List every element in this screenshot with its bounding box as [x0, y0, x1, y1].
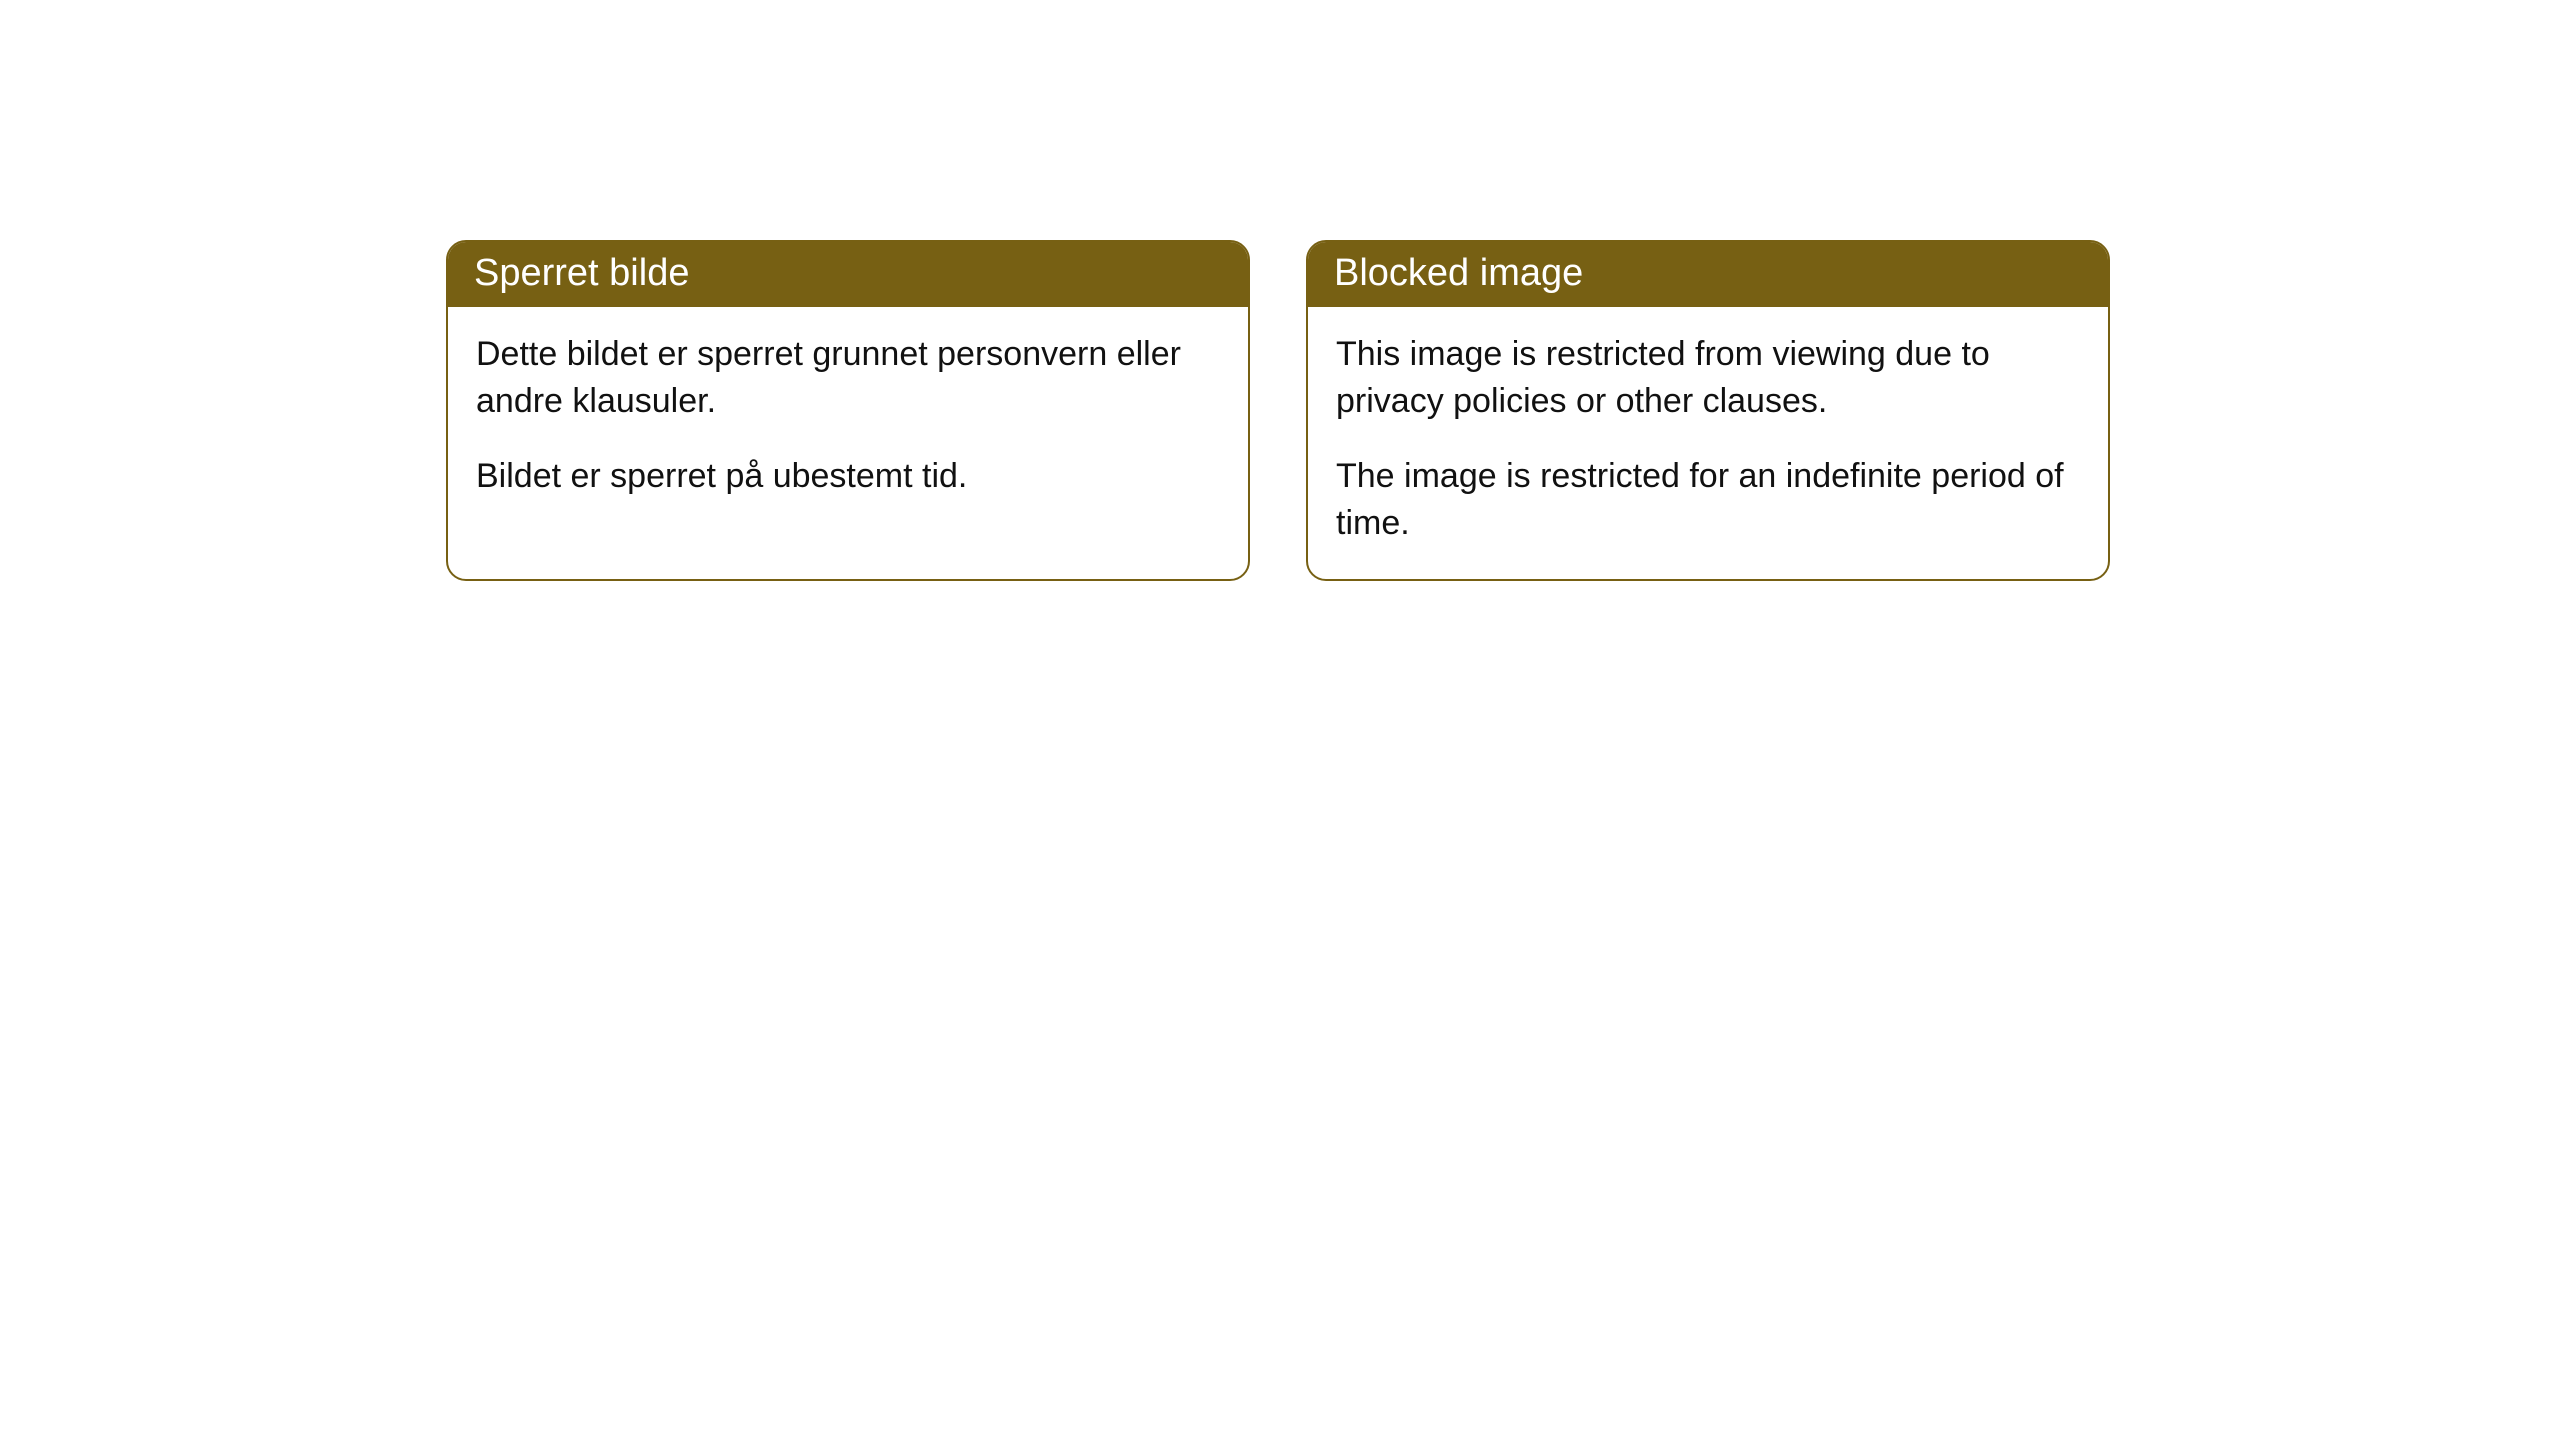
card-body: Dette bildet er sperret grunnet personve…	[448, 307, 1248, 532]
card-header: Sperret bilde	[448, 242, 1248, 307]
notice-cards-container: Sperret bilde Dette bildet er sperret gr…	[0, 0, 2560, 581]
notice-card-english: Blocked image This image is restricted f…	[1306, 240, 2110, 581]
card-header: Blocked image	[1308, 242, 2108, 307]
card-title: Sperret bilde	[474, 252, 689, 294]
card-body: This image is restricted from viewing du…	[1308, 307, 2108, 579]
card-paragraph: The image is restricted for an indefinit…	[1336, 453, 2080, 547]
notice-card-norwegian: Sperret bilde Dette bildet er sperret gr…	[446, 240, 1250, 581]
card-paragraph: Dette bildet er sperret grunnet personve…	[476, 331, 1220, 425]
card-title: Blocked image	[1334, 252, 1583, 294]
card-paragraph: This image is restricted from viewing du…	[1336, 331, 2080, 425]
card-paragraph: Bildet er sperret på ubestemt tid.	[476, 453, 1220, 500]
